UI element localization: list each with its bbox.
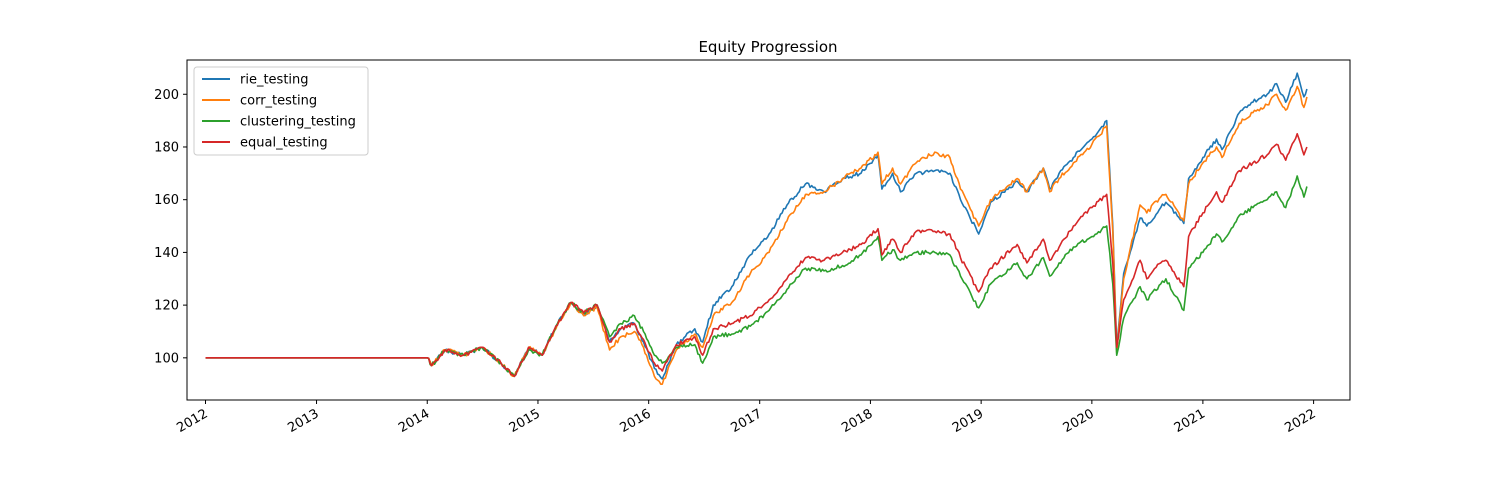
x-axis: 2012 2013 2014 2015 2016 2017 2018 2019 2020 2021… bbox=[174, 400, 1319, 436]
y-tick-label: 160 bbox=[154, 193, 179, 208]
x-tick-label: 2018 bbox=[839, 406, 875, 436]
legend: rie_testing corr_testing clustering_testin… bbox=[193, 66, 369, 156]
plot-frame bbox=[186, 59, 1351, 401]
legend-label: rie_testing bbox=[240, 73, 309, 88]
series-line-corr-testing bbox=[205, 85, 1308, 385]
series-line-rie-testing bbox=[205, 72, 1308, 380]
y-tick-label: 100 bbox=[154, 351, 179, 366]
x-tick-label: 2020 bbox=[1061, 406, 1097, 436]
x-tick-label: 2016 bbox=[618, 406, 654, 436]
x-tick-label: 2014 bbox=[396, 406, 432, 436]
legend-box bbox=[193, 66, 369, 156]
series-layer bbox=[205, 72, 1308, 385]
legend-label: corr_testing bbox=[240, 94, 317, 109]
y-tick-label: 180 bbox=[154, 140, 179, 155]
chart-title: Equity Progression bbox=[698, 38, 837, 56]
x-tick-label: 2021 bbox=[1172, 406, 1208, 436]
x-tick-label: 2013 bbox=[285, 406, 321, 436]
series-line-equal-testing bbox=[205, 133, 1308, 378]
y-axis: 100 120 140 160 180 200 bbox=[154, 88, 187, 366]
x-tick-label: 2015 bbox=[507, 406, 543, 436]
x-tick-label: 2012 bbox=[174, 406, 210, 436]
legend-label: equal_testing bbox=[240, 136, 328, 151]
legend-label: clustering_testing bbox=[240, 115, 356, 130]
x-tick-label: 2017 bbox=[729, 406, 765, 436]
x-tick-label: 2022 bbox=[1282, 406, 1318, 436]
x-tick-label: 2019 bbox=[950, 406, 986, 436]
y-tick-label: 120 bbox=[154, 299, 179, 314]
y-tick-label: 200 bbox=[154, 88, 179, 103]
y-tick-label: 140 bbox=[154, 246, 179, 261]
